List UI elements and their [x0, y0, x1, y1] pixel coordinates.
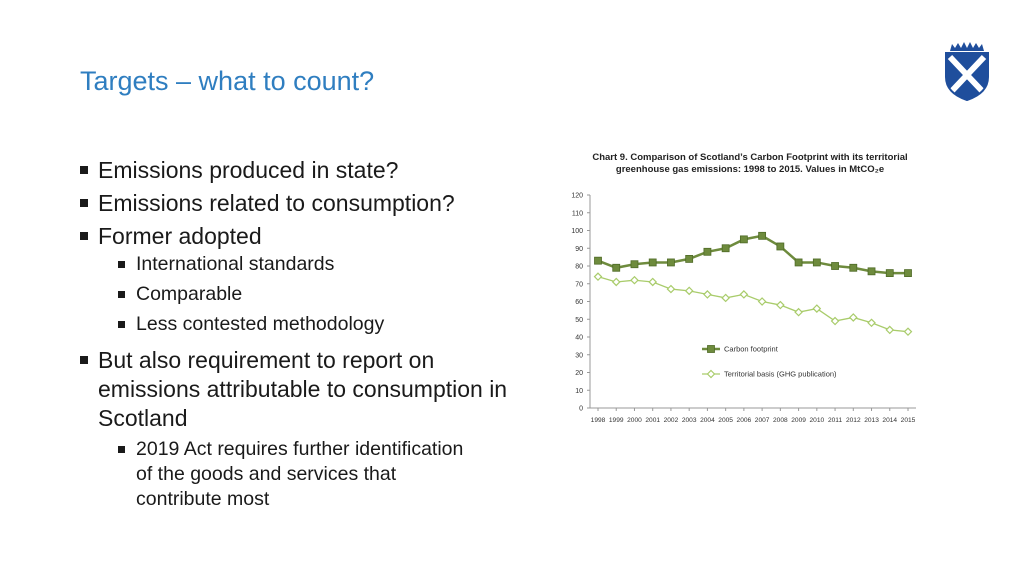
- sub-bullet-item: Comparable: [78, 282, 538, 307]
- series-line: [597, 234, 908, 275]
- x-tick-label: 2003: [682, 417, 697, 424]
- emissions-chart: Chart 9. Comparison of Scotland’s Carbon…: [560, 150, 940, 430]
- data-point: [721, 244, 730, 253]
- legend-label: Carbon footprint: [724, 345, 779, 354]
- chart-title-line-1: Chart 9. Comparison of Scotland’s Carbon…: [592, 152, 908, 163]
- slide-title: Targets – what to count?: [80, 66, 375, 96]
- data-point: [812, 304, 822, 313]
- x-tick-label: 2002: [664, 417, 679, 424]
- bullet-item: Emissions related to consumption?: [78, 189, 538, 218]
- x-tick-label: 1999: [609, 417, 624, 424]
- x-tick-label: 2008: [773, 417, 788, 424]
- y-tick-label: 40: [575, 335, 583, 342]
- x-tick-label: 1998: [591, 417, 606, 424]
- x-tick-label: 2010: [809, 417, 824, 424]
- data-point: [776, 300, 785, 310]
- y-tick-label: 10: [575, 388, 583, 395]
- legend-label: Territorial basis (GHG publication): [724, 370, 837, 379]
- data-point: [648, 258, 657, 267]
- x-tick-label: 2004: [700, 417, 715, 424]
- chart-title: Chart 9. Comparison of Scotland’s Carbon…: [560, 152, 940, 176]
- data-point: [630, 260, 639, 269]
- data-point: [849, 263, 858, 272]
- y-tick-label: 110: [572, 210, 583, 217]
- sub-bullet-item: 2019 Act requires further identification…: [78, 437, 476, 512]
- bullet-item: Emissions produced in state?: [78, 156, 538, 185]
- y-tick-label: 0: [579, 406, 583, 413]
- x-tick-label: 2000: [627, 417, 642, 424]
- series-line: [597, 276, 909, 333]
- sub-bullet-item: International standards: [78, 252, 538, 277]
- data-point: [885, 269, 894, 277]
- x-tick-label: 2014: [882, 417, 897, 424]
- x-tick-label: 2001: [645, 417, 660, 424]
- data-point: [867, 318, 876, 328]
- saltire-crest-icon: [945, 42, 989, 101]
- sub-bullet-item: Less contested methodology: [78, 312, 538, 337]
- x-tick-label: 2011: [828, 417, 843, 424]
- legend-marker: [707, 345, 715, 353]
- y-tick-label: 70: [575, 281, 583, 288]
- y-tick-label: 90: [575, 246, 583, 253]
- data-point: [594, 256, 602, 265]
- data-point: [739, 290, 749, 299]
- data-point: [703, 247, 712, 256]
- data-point: [648, 277, 658, 287]
- data-point: [794, 258, 803, 267]
- x-tick-label: 2005: [718, 417, 733, 424]
- bullet-list: Emissions produced in state? Emissions r…: [78, 152, 538, 512]
- data-point: [794, 307, 803, 317]
- y-tick-label: 20: [575, 370, 583, 377]
- legend-marker: [706, 369, 716, 379]
- data-point: [848, 313, 858, 322]
- y-tick-label: 60: [575, 299, 583, 306]
- data-point: [593, 272, 603, 281]
- x-tick-label: 2012: [846, 417, 861, 424]
- x-tick-label: 2013: [864, 417, 879, 424]
- bullet-item: Former adopted: [78, 222, 538, 251]
- data-point: [612, 263, 621, 272]
- x-tick-label: 2006: [737, 417, 752, 424]
- y-tick-label: 100: [571, 228, 583, 235]
- y-tick-label: 80: [575, 264, 583, 271]
- data-point: [904, 269, 912, 277]
- data-point: [630, 275, 639, 285]
- x-tick-label: 2007: [755, 417, 770, 424]
- data-point: [830, 316, 840, 326]
- data-point: [667, 258, 675, 267]
- x-tick-label: 2015: [901, 417, 916, 424]
- data-point: [776, 242, 785, 251]
- data-point: [611, 277, 621, 287]
- y-tick-label: 30: [575, 352, 583, 359]
- data-point: [666, 284, 676, 294]
- data-point: [684, 286, 694, 296]
- chart-title-line-2: greenhouse gas emissions: 1998 to 2015. …: [615, 164, 885, 175]
- data-point: [885, 325, 895, 335]
- data-point: [757, 297, 767, 306]
- data-point: [903, 327, 913, 337]
- data-point: [831, 262, 839, 270]
- data-point: [685, 255, 694, 263]
- x-tick-label: 2009: [791, 417, 806, 424]
- data-point: [812, 258, 821, 267]
- bullet-item: But also requirement to report on emissi…: [78, 346, 518, 433]
- data-point: [758, 231, 767, 240]
- data-point: [721, 293, 730, 303]
- data-point: [739, 235, 748, 244]
- chart-plot: 0 10 20 30 40 50 60 70 80 90 100 110 120 1998 1999 2000…: [571, 193, 916, 424]
- data-point: [703, 290, 712, 299]
- y-tick-label: 120: [571, 193, 583, 200]
- data-point: [867, 267, 876, 276]
- y-tick-label: 50: [575, 317, 583, 324]
